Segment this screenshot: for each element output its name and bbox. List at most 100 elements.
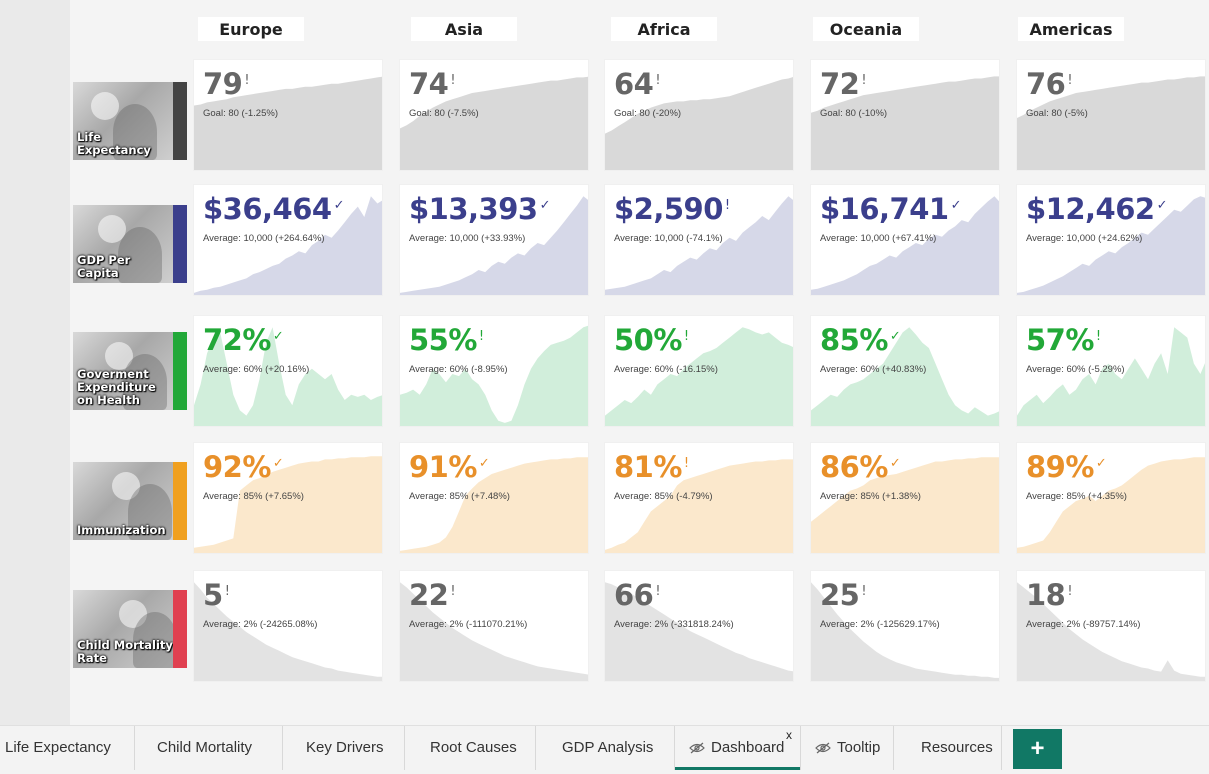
photo-highlight — [105, 342, 133, 370]
kpi-card-child-mortality-asia[interactable]: 22! Average: 2% (-111070.21%) — [399, 570, 589, 682]
kpi-card-gdp-per-capita-americas[interactable]: $12,462 ✓ Average: 10,000 (+24.62%) — [1016, 184, 1206, 296]
tab-key-drivers[interactable]: Key Drivers — [306, 726, 384, 770]
kpi-value: 18! — [1026, 578, 1073, 612]
kpi-value: $36,464 ✓ — [203, 192, 345, 226]
kpi-subtext: Average: 2% (-111070.21%) — [409, 619, 528, 630]
kpi-card-life-expectancy-europe[interactable]: 79! Goal: 80 (-1.25%) — [193, 59, 383, 171]
kpi-card-child-mortality-europe[interactable]: 5! Average: 2% (-24265.08%) — [193, 570, 383, 682]
kpi-card-gdp-per-capita-oceania[interactable]: $16,741 ✓ Average: 10,000 (+67.41%) — [810, 184, 1000, 296]
kpi-value-text: 64 — [614, 67, 654, 101]
sparkline-fill — [194, 456, 382, 553]
kpi-card-child-mortality-americas[interactable]: 18! Average: 2% (-89757.14%) — [1016, 570, 1206, 682]
photo-figure — [113, 104, 157, 160]
tab-tooltip[interactable]: Tooltip — [815, 726, 880, 770]
kpi-card-gov-expenditure-health-americas[interactable]: 57%! Average: 60% (-5.29%) — [1016, 315, 1206, 427]
kpi-card-life-expectancy-oceania[interactable]: 72! Goal: 80 (-10%) — [810, 59, 1000, 171]
tab-life-expectancy[interactable]: Life Expectancy — [5, 726, 111, 770]
kpi-value: 92% ✓ — [203, 450, 284, 484]
tab-root-causes[interactable]: Root Causes — [430, 726, 517, 770]
kpi-subtext: Average: 10,000 (+264.64%) — [203, 233, 325, 244]
sparkline-fill — [811, 582, 999, 681]
kpi-card-immunization-europe[interactable]: 92% ✓ Average: 85% (+7.65%) — [193, 442, 383, 554]
tab-label: Resources — [921, 739, 993, 756]
kpi-card-gdp-per-capita-africa[interactable]: $2,590! Average: 10,000 (-74.1%) — [604, 184, 794, 296]
kpi-card-gov-expenditure-health-asia[interactable]: 55%! Average: 60% (-8.95%) — [399, 315, 589, 427]
region-header-africa: Africa — [611, 17, 717, 41]
tab-separator — [674, 726, 675, 770]
kpi-value: $2,590! — [614, 192, 730, 226]
kpi-card-immunization-americas[interactable]: 89% ✓ Average: 85% (+4.35%) — [1016, 442, 1206, 554]
kpi-card-gov-expenditure-health-europe[interactable]: 72% ✓ Average: 60% (+20.16%) — [193, 315, 383, 427]
sparkline-area — [194, 582, 382, 681]
kpi-card-immunization-asia[interactable]: 91% ✓ Average: 85% (+7.48%) — [399, 442, 589, 554]
kpi-value-text: 18 — [1026, 578, 1066, 612]
kpi-value: 79! — [203, 67, 250, 101]
kpi-card-gdp-per-capita-asia[interactable]: $13,393 ✓ Average: 10,000 (+33.93%) — [399, 184, 589, 296]
tab-label: GDP Analysis — [562, 739, 654, 756]
tab-separator — [535, 726, 536, 770]
sparkline-fill — [194, 582, 382, 681]
sparkline-fill — [811, 76, 999, 170]
kpi-card-immunization-africa[interactable]: 81%! Average: 85% (-4.79%) — [604, 442, 794, 554]
tab-resources[interactable]: Resources — [921, 726, 993, 770]
kpi-value: 66! — [614, 578, 661, 612]
row-label-gdp-per-capita: GDP Per Capita — [73, 205, 187, 283]
sparkline-area — [194, 196, 382, 295]
tab-separator — [282, 726, 283, 770]
tab-separator — [1001, 726, 1002, 770]
sparkline-fill — [811, 457, 999, 553]
sparkline-fill — [811, 196, 999, 295]
kpi-card-gov-expenditure-health-africa[interactable]: 50%! Average: 60% (-16.15%) — [604, 315, 794, 427]
kpi-card-life-expectancy-americas[interactable]: 76! Goal: 80 (-5%) — [1016, 59, 1206, 171]
sparkline-area — [605, 327, 793, 426]
kpi-value-text: $16,741 — [820, 192, 949, 226]
alert-icon: ! — [244, 73, 250, 88]
kpi-value-text: 72% — [203, 323, 271, 357]
kpi-value-text: 79 — [203, 67, 243, 101]
kpi-value-text: 74 — [409, 67, 449, 101]
tab-dashboard[interactable]: Dashboard — [675, 726, 800, 770]
sparkline-fill — [400, 457, 588, 553]
kpi-subtext: Average: 85% (+1.38%) — [820, 491, 921, 502]
kpi-value-text: 5 — [203, 578, 223, 612]
life-expectancy-caption: Life Expectancy — [77, 130, 151, 157]
kpi-value: 25! — [820, 578, 867, 612]
tab-child-mortality[interactable]: Child Mortality — [157, 726, 252, 770]
kpi-card-gdp-per-capita-europe[interactable]: $36,464 ✓ Average: 10,000 (+264.64%) — [193, 184, 383, 296]
sparkline-fill — [1017, 457, 1205, 553]
tab-label: Life Expectancy — [5, 739, 111, 756]
gdp-per-capita-photo: GDP Per Capita — [73, 205, 173, 283]
kpi-card-life-expectancy-africa[interactable]: 64! Goal: 80 (-20%) — [604, 59, 794, 171]
photo-highlight — [112, 472, 140, 500]
close-tab-icon[interactable]: x — [786, 728, 792, 742]
tab-gdp-analysis[interactable]: GDP Analysis — [562, 726, 653, 770]
photo-figure — [133, 612, 173, 668]
sparkline-fill — [400, 325, 588, 426]
add-page-button[interactable]: + — [1013, 729, 1062, 769]
alert-icon: ! — [655, 73, 661, 88]
kpi-value-text: 76 — [1026, 67, 1066, 101]
sparkline-area — [811, 76, 999, 170]
kpi-subtext: Average: 85% (+4.35%) — [1026, 491, 1127, 502]
hidden-page-icon — [815, 728, 831, 772]
kpi-card-life-expectancy-asia[interactable]: 74! Goal: 80 (-7.5%) — [399, 59, 589, 171]
sparkline-fill — [1017, 76, 1205, 170]
kpi-card-child-mortality-oceania[interactable]: 25! Average: 2% (-125629.17%) — [810, 570, 1000, 682]
photo-figure — [128, 484, 172, 540]
kpi-card-immunization-oceania[interactable]: 86% ✓ Average: 85% (+1.38%) — [810, 442, 1000, 554]
kpi-subtext: Average: 10,000 (-74.1%) — [614, 233, 723, 244]
sparkline-area — [811, 327, 999, 426]
kpi-card-child-mortality-africa[interactable]: 66! Average: 2% (-331818.24%) — [604, 570, 794, 682]
immunization-color-bar — [173, 462, 187, 540]
sparkline-fill — [1017, 327, 1205, 426]
check-icon: ✓ — [889, 456, 901, 471]
sparkline-area — [400, 582, 588, 681]
tab-separator — [404, 726, 405, 770]
kpi-subtext: Average: 2% (-24265.08%) — [203, 619, 318, 630]
sparkline-fill — [194, 76, 382, 170]
kpi-value-text: 66 — [614, 578, 654, 612]
kpi-value-text: $2,590 — [614, 192, 723, 226]
kpi-subtext: Goal: 80 (-1.25%) — [203, 108, 278, 119]
gov-expenditure-health-photo: Goverment Expenditure on Health — [73, 332, 173, 410]
kpi-card-gov-expenditure-health-oceania[interactable]: 85% ✓ Average: 60% (+40.83%) — [810, 315, 1000, 427]
